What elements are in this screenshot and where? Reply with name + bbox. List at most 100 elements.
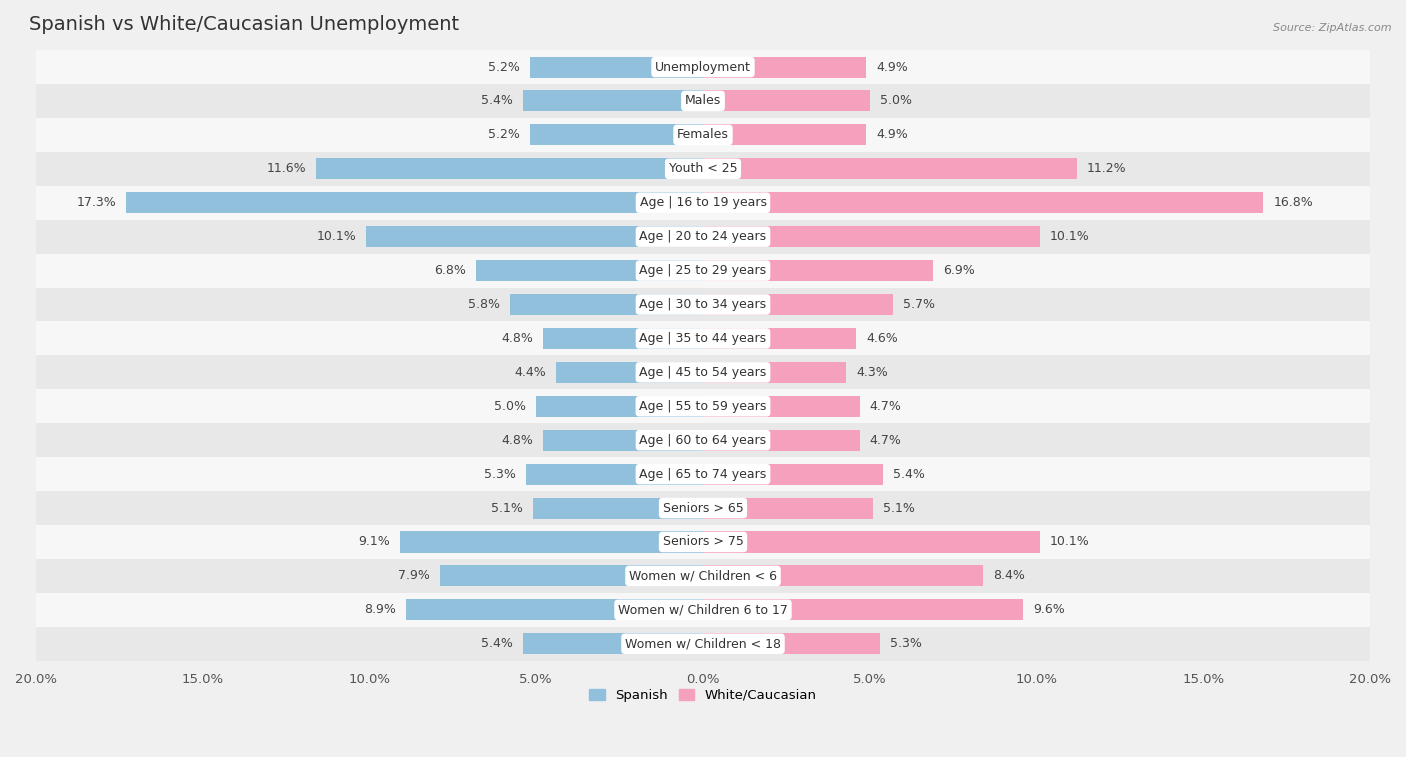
Text: 4.3%: 4.3% bbox=[856, 366, 889, 378]
Bar bbox=[703, 294, 893, 315]
Text: 5.7%: 5.7% bbox=[903, 298, 935, 311]
Text: 17.3%: 17.3% bbox=[76, 196, 117, 209]
Text: 9.1%: 9.1% bbox=[357, 535, 389, 549]
Bar bbox=[703, 124, 866, 145]
Text: 4.7%: 4.7% bbox=[870, 434, 901, 447]
Text: 5.0%: 5.0% bbox=[495, 400, 526, 413]
Text: 5.1%: 5.1% bbox=[491, 502, 523, 515]
Text: 7.9%: 7.9% bbox=[398, 569, 429, 582]
Text: Women w/ Children < 6: Women w/ Children < 6 bbox=[628, 569, 778, 582]
Bar bbox=[703, 226, 1040, 248]
Bar bbox=[703, 362, 846, 383]
Text: 5.8%: 5.8% bbox=[468, 298, 499, 311]
Text: Seniors > 65: Seniors > 65 bbox=[662, 502, 744, 515]
Text: 16.8%: 16.8% bbox=[1274, 196, 1313, 209]
Text: 8.9%: 8.9% bbox=[364, 603, 396, 616]
Text: 10.1%: 10.1% bbox=[1050, 535, 1090, 549]
Text: 4.8%: 4.8% bbox=[501, 434, 533, 447]
Text: Age | 65 to 74 years: Age | 65 to 74 years bbox=[640, 468, 766, 481]
Text: Age | 35 to 44 years: Age | 35 to 44 years bbox=[640, 332, 766, 345]
Bar bbox=[37, 389, 1369, 423]
Bar bbox=[37, 50, 1369, 84]
Bar bbox=[703, 158, 1077, 179]
Text: 10.1%: 10.1% bbox=[316, 230, 356, 243]
Text: Age | 55 to 59 years: Age | 55 to 59 years bbox=[640, 400, 766, 413]
Text: Source: ZipAtlas.com: Source: ZipAtlas.com bbox=[1274, 23, 1392, 33]
Bar bbox=[543, 328, 703, 349]
Legend: Spanish, White/Caucasian: Spanish, White/Caucasian bbox=[583, 684, 823, 707]
Bar bbox=[440, 565, 703, 587]
Text: Age | 60 to 64 years: Age | 60 to 64 years bbox=[640, 434, 766, 447]
Text: 11.6%: 11.6% bbox=[267, 162, 307, 176]
Text: Males: Males bbox=[685, 95, 721, 107]
Text: Seniors > 75: Seniors > 75 bbox=[662, 535, 744, 549]
Bar bbox=[703, 634, 880, 654]
Bar bbox=[37, 457, 1369, 491]
Bar bbox=[509, 294, 703, 315]
Bar bbox=[526, 463, 703, 484]
Text: Age | 45 to 54 years: Age | 45 to 54 years bbox=[640, 366, 766, 378]
Bar bbox=[536, 396, 703, 417]
Bar bbox=[703, 57, 866, 77]
Bar bbox=[703, 531, 1040, 553]
Bar bbox=[530, 57, 703, 77]
Bar bbox=[533, 497, 703, 519]
Bar bbox=[703, 463, 883, 484]
Bar bbox=[703, 565, 983, 587]
Text: 5.4%: 5.4% bbox=[481, 637, 513, 650]
Bar bbox=[37, 559, 1369, 593]
Bar bbox=[37, 491, 1369, 525]
Bar bbox=[477, 260, 703, 281]
Text: 4.6%: 4.6% bbox=[866, 332, 898, 345]
Text: 6.9%: 6.9% bbox=[943, 264, 974, 277]
Bar bbox=[37, 185, 1369, 220]
Bar bbox=[127, 192, 703, 213]
Text: Age | 20 to 24 years: Age | 20 to 24 years bbox=[640, 230, 766, 243]
Text: 5.2%: 5.2% bbox=[488, 61, 520, 73]
Bar bbox=[399, 531, 703, 553]
Bar bbox=[366, 226, 703, 248]
Text: 5.4%: 5.4% bbox=[481, 95, 513, 107]
Bar bbox=[406, 600, 703, 620]
Bar bbox=[703, 497, 873, 519]
Bar bbox=[703, 260, 934, 281]
Bar bbox=[523, 90, 703, 111]
Text: 5.2%: 5.2% bbox=[488, 129, 520, 142]
Text: 5.1%: 5.1% bbox=[883, 502, 915, 515]
Bar bbox=[37, 423, 1369, 457]
Text: Women w/ Children 6 to 17: Women w/ Children 6 to 17 bbox=[619, 603, 787, 616]
Text: 4.9%: 4.9% bbox=[876, 129, 908, 142]
Text: 9.6%: 9.6% bbox=[1033, 603, 1064, 616]
Bar bbox=[703, 328, 856, 349]
Text: 4.7%: 4.7% bbox=[870, 400, 901, 413]
Bar bbox=[37, 118, 1369, 152]
Text: 5.3%: 5.3% bbox=[890, 637, 922, 650]
Text: 5.4%: 5.4% bbox=[893, 468, 925, 481]
Bar bbox=[37, 593, 1369, 627]
Text: Age | 30 to 34 years: Age | 30 to 34 years bbox=[640, 298, 766, 311]
Bar bbox=[703, 90, 870, 111]
Text: Spanish vs White/Caucasian Unemployment: Spanish vs White/Caucasian Unemployment bbox=[30, 15, 460, 34]
Bar bbox=[37, 288, 1369, 322]
Bar bbox=[37, 84, 1369, 118]
Bar bbox=[316, 158, 703, 179]
Bar bbox=[703, 600, 1024, 620]
Text: Females: Females bbox=[678, 129, 728, 142]
Text: 8.4%: 8.4% bbox=[993, 569, 1025, 582]
Text: 11.2%: 11.2% bbox=[1087, 162, 1126, 176]
Text: 5.0%: 5.0% bbox=[880, 95, 911, 107]
Bar bbox=[37, 152, 1369, 185]
Text: 4.4%: 4.4% bbox=[515, 366, 547, 378]
Bar bbox=[703, 192, 1263, 213]
Bar bbox=[37, 627, 1369, 661]
Bar bbox=[37, 525, 1369, 559]
Text: Age | 16 to 19 years: Age | 16 to 19 years bbox=[640, 196, 766, 209]
Bar bbox=[703, 430, 859, 450]
Bar bbox=[530, 124, 703, 145]
Bar bbox=[523, 634, 703, 654]
Bar bbox=[557, 362, 703, 383]
Bar bbox=[543, 430, 703, 450]
Text: Unemployment: Unemployment bbox=[655, 61, 751, 73]
Bar bbox=[37, 355, 1369, 389]
Text: 10.1%: 10.1% bbox=[1050, 230, 1090, 243]
